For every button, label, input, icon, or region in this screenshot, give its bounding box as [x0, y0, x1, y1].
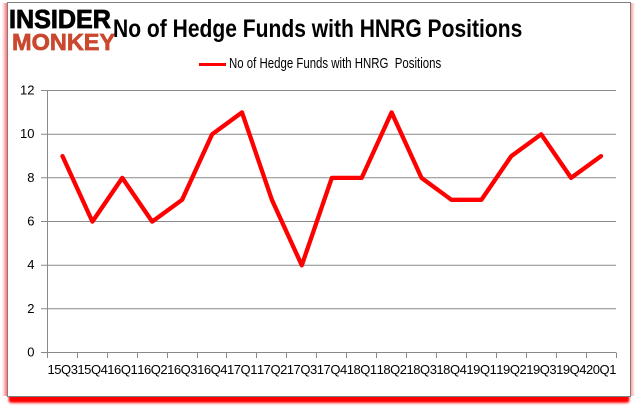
svg-text:17Q4: 17Q4	[317, 362, 347, 377]
svg-text:8: 8	[27, 170, 34, 185]
svg-text:16Q3: 16Q3	[167, 362, 197, 377]
svg-text:16Q1: 16Q1	[107, 362, 137, 377]
svg-text:12: 12	[20, 83, 34, 98]
svg-text:10: 10	[20, 126, 34, 141]
svg-text:2: 2	[27, 301, 34, 316]
svg-text:18Q2: 18Q2	[377, 362, 407, 377]
svg-text:17Q3: 17Q3	[287, 362, 317, 377]
svg-text:15Q4: 15Q4	[77, 362, 107, 377]
svg-text:19Q2: 19Q2	[496, 362, 526, 377]
svg-text:0: 0	[27, 345, 34, 360]
svg-text:18Q4: 18Q4	[436, 362, 466, 377]
svg-text:16Q4: 16Q4	[197, 362, 227, 377]
svg-text:15Q3: 15Q3	[47, 362, 77, 377]
svg-text:18Q3: 18Q3	[406, 362, 436, 377]
svg-text:19Q1: 19Q1	[466, 362, 496, 377]
svg-text:4: 4	[27, 257, 34, 272]
svg-text:6: 6	[27, 214, 34, 229]
svg-text:20Q1: 20Q1	[586, 362, 616, 377]
svg-text:17Q1: 17Q1	[227, 362, 257, 377]
svg-text:19Q4: 19Q4	[556, 362, 586, 377]
svg-text:19Q3: 19Q3	[526, 362, 556, 377]
svg-text:16Q2: 16Q2	[137, 362, 167, 377]
svg-text:17Q2: 17Q2	[257, 362, 287, 377]
svg-text:18Q1: 18Q1	[347, 362, 377, 377]
